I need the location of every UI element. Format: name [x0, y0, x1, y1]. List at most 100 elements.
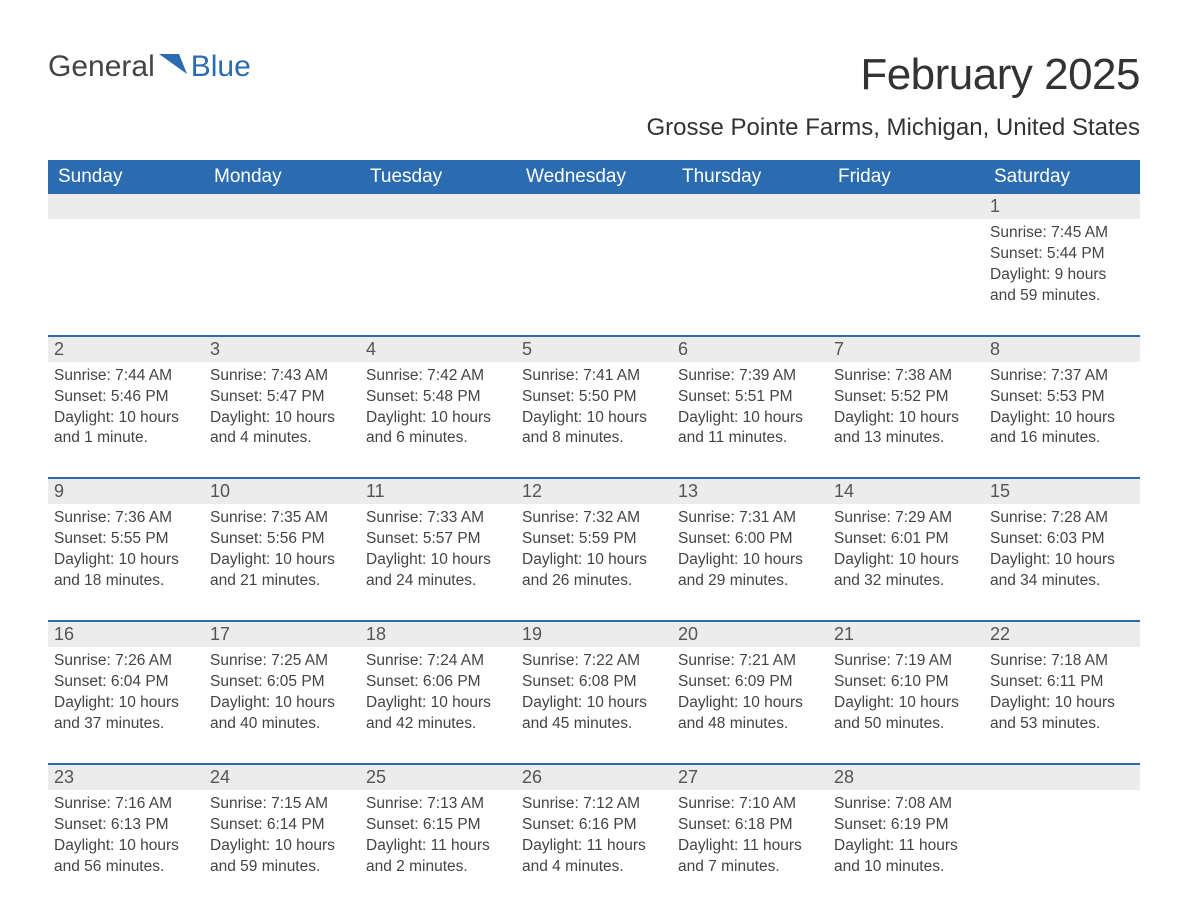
weekday-header: Thursday	[672, 160, 828, 194]
sunrise-line: Sunrise: 7:08 AM	[834, 794, 978, 815]
sunrise-line: Sunrise: 7:21 AM	[678, 651, 822, 672]
day-number-bar: 6	[672, 337, 828, 362]
daylight-line: Daylight: 10 hours and 37 minutes.	[54, 693, 198, 735]
daylight-line: Daylight: 10 hours and 50 minutes.	[834, 693, 978, 735]
sunrise-line: Sunrise: 7:12 AM	[522, 794, 666, 815]
sunset-line: Sunset: 6:00 PM	[678, 529, 822, 550]
day-number-bar: 16	[48, 622, 204, 647]
sunset-line: Sunset: 6:03 PM	[990, 529, 1134, 550]
daylight-line: Daylight: 10 hours and 6 minutes.	[366, 408, 510, 450]
calendar-empty-cell	[360, 194, 516, 336]
calendar-day-cell: 3Sunrise: 7:43 AMSunset: 5:47 PMDaylight…	[204, 336, 360, 479]
sunrise-line: Sunrise: 7:41 AM	[522, 366, 666, 387]
calendar-day-cell: 15Sunrise: 7:28 AMSunset: 6:03 PMDayligh…	[984, 478, 1140, 621]
calendar-day-cell: 19 Sunrise: 7:22 AMSunset: 6:08 PMDayligh…	[516, 621, 672, 764]
day-content: Sunrise: 7:39 AMSunset: 5:51 PMDaylight:…	[676, 366, 824, 450]
day-content: Sunrise: 7:15 AMSunset: 6:14 PMDaylight:…	[208, 794, 356, 878]
sunrise-line: Sunrise: 7:33 AM	[366, 508, 510, 529]
day-content: Sunrise: 7:12 AMSunset: 6:16 PMDaylight:…	[520, 794, 668, 878]
day-content: Sunrise: 7:22 AMSunset: 6:08 PMDaylight:…	[520, 651, 668, 735]
day-content: Sunrise: 7:16 AMSunset: 6:13 PMDaylight:…	[52, 794, 200, 878]
calendar-day-cell: 21 Sunrise: 7:19 AMSunset: 6:10 PMDayligh…	[828, 621, 984, 764]
calendar-day-cell: 22Sunrise: 7:18 AMSunset: 6:11 PMDayligh…	[984, 621, 1140, 764]
day-number-bar	[48, 194, 204, 219]
day-content: Sunrise: 7:18 AMSunset: 6:11 PMDaylight:…	[988, 651, 1136, 735]
day-content: Sunrise: 7:33 AMSunset: 5:57 PMDaylight:…	[364, 508, 512, 592]
calendar-empty-cell	[204, 194, 360, 336]
day-content: Sunrise: 7:29 AMSunset: 6:01 PMDaylight:…	[832, 508, 980, 592]
sunset-line: Sunset: 6:09 PM	[678, 672, 822, 693]
daylight-line: Daylight: 10 hours and 18 minutes.	[54, 550, 198, 592]
daylight-line: Daylight: 10 hours and 56 minutes.	[54, 836, 198, 878]
day-content: Sunrise: 7:21 AMSunset: 6:09 PMDaylight:…	[676, 651, 824, 735]
day-number-bar: 4	[360, 337, 516, 362]
daylight-line: Daylight: 10 hours and 29 minutes.	[678, 550, 822, 592]
day-number-bar: 2	[48, 337, 204, 362]
daylight-line: Daylight: 11 hours and 10 minutes.	[834, 836, 978, 878]
day-content: Sunrise: 7:36 AMSunset: 5:55 PMDaylight:…	[52, 508, 200, 592]
calendar-day-cell: 13Sunrise: 7:31 AMSunset: 6:00 PMDayligh…	[672, 478, 828, 621]
weekday-header: Friday	[828, 160, 984, 194]
day-number-bar: 8	[984, 337, 1140, 362]
weekday-header: Sunday	[48, 160, 204, 194]
day-content: Sunrise: 7:43 AMSunset: 5:47 PMDaylight:…	[208, 366, 356, 450]
daylight-line: Daylight: 10 hours and 24 minutes.	[366, 550, 510, 592]
sunset-line: Sunset: 5:46 PM	[54, 387, 198, 408]
weekday-header: Monday	[204, 160, 360, 194]
sunset-line: Sunset: 5:44 PM	[990, 244, 1134, 265]
day-content: Sunrise: 7:38 AMSunset: 5:52 PMDaylight:…	[832, 366, 980, 450]
calendar-day-cell: 11 Sunrise: 7:33 AMSunset: 5:57 PMDayligh…	[360, 478, 516, 621]
day-number-bar: 13	[672, 479, 828, 504]
daylight-line: Daylight: 10 hours and 34 minutes.	[990, 550, 1134, 592]
sunset-line: Sunset: 5:52 PM	[834, 387, 978, 408]
day-number-bar: 26	[516, 765, 672, 790]
calendar-day-cell: 25Sunrise: 7:13 AMSunset: 6:15 PMDayligh…	[360, 764, 516, 906]
day-content: Sunrise: 7:41 AMSunset: 5:50 PMDaylight:…	[520, 366, 668, 450]
calendar-day-cell: 12Sunrise: 7:32 AMSunset: 5:59 PMDayligh…	[516, 478, 672, 621]
sunset-line: Sunset: 6:08 PM	[522, 672, 666, 693]
calendar-week-row: 23Sunrise: 7:16 AMSunset: 6:13 PMDayligh…	[48, 764, 1140, 906]
daylight-line: Daylight: 10 hours and 4 minutes.	[210, 408, 354, 450]
day-number-bar: 1	[984, 194, 1140, 219]
sunset-line: Sunset: 6:15 PM	[366, 815, 510, 836]
sunset-line: Sunset: 6:11 PM	[990, 672, 1134, 693]
daylight-line: Daylight: 10 hours and 42 minutes.	[366, 693, 510, 735]
day-number-bar	[984, 765, 1140, 790]
sunrise-line: Sunrise: 7:10 AM	[678, 794, 822, 815]
sunset-line: Sunset: 5:56 PM	[210, 529, 354, 550]
day-number-bar	[672, 194, 828, 219]
sunrise-line: Sunrise: 7:39 AM	[678, 366, 822, 387]
daylight-line: Daylight: 10 hours and 48 minutes.	[678, 693, 822, 735]
daylight-line: Daylight: 10 hours and 13 minutes.	[834, 408, 978, 450]
day-number-bar: 19	[516, 622, 672, 647]
day-content: Sunrise: 7:44 AMSunset: 5:46 PMDaylight:…	[52, 366, 200, 450]
calendar-week-row: 1 Sunrise: 7:45 AMSunset: 5:44 PMDaylight…	[48, 194, 1140, 336]
sunrise-line: Sunrise: 7:32 AM	[522, 508, 666, 529]
sunset-line: Sunset: 5:50 PM	[522, 387, 666, 408]
day-number-bar	[828, 194, 984, 219]
calendar-week-row: 2 Sunrise: 7:44 AMSunset: 5:46 PMDaylight…	[48, 336, 1140, 479]
calendar-empty-cell	[828, 194, 984, 336]
calendar-week-row: 9 Sunrise: 7:36 AMSunset: 5:55 PMDaylight…	[48, 478, 1140, 621]
sunrise-line: Sunrise: 7:38 AM	[834, 366, 978, 387]
daylight-line: Daylight: 10 hours and 59 minutes.	[210, 836, 354, 878]
day-content: Sunrise: 7:25 AMSunset: 6:05 PMDaylight:…	[208, 651, 356, 735]
day-number-bar: 21	[828, 622, 984, 647]
daylight-line: Daylight: 10 hours and 16 minutes.	[990, 408, 1134, 450]
sunrise-line: Sunrise: 7:24 AM	[366, 651, 510, 672]
day-number-bar: 9	[48, 479, 204, 504]
day-content: Sunrise: 7:45 AMSunset: 5:44 PMDaylight:…	[988, 223, 1136, 307]
day-content: Sunrise: 7:08 AMSunset: 6:19 PMDaylight:…	[832, 794, 980, 878]
day-content: Sunrise: 7:19 AMSunset: 6:10 PMDaylight:…	[832, 651, 980, 735]
daylight-line: Daylight: 10 hours and 8 minutes.	[522, 408, 666, 450]
calendar-table: SundayMondayTuesdayWednesdayThursdayFrid…	[48, 160, 1140, 905]
sunset-line: Sunset: 5:55 PM	[54, 529, 198, 550]
day-number-bar: 11	[360, 479, 516, 504]
sunrise-line: Sunrise: 7:19 AM	[834, 651, 978, 672]
calendar-day-cell: 7Sunrise: 7:38 AMSunset: 5:52 PMDaylight…	[828, 336, 984, 479]
sunset-line: Sunset: 6:04 PM	[54, 672, 198, 693]
sunset-line: Sunset: 6:19 PM	[834, 815, 978, 836]
day-content: Sunrise: 7:35 AMSunset: 5:56 PMDaylight:…	[208, 508, 356, 592]
logo-text-blue: Blue	[191, 50, 251, 84]
calendar-day-cell: 5Sunrise: 7:41 AMSunset: 5:50 PMDaylight…	[516, 336, 672, 479]
